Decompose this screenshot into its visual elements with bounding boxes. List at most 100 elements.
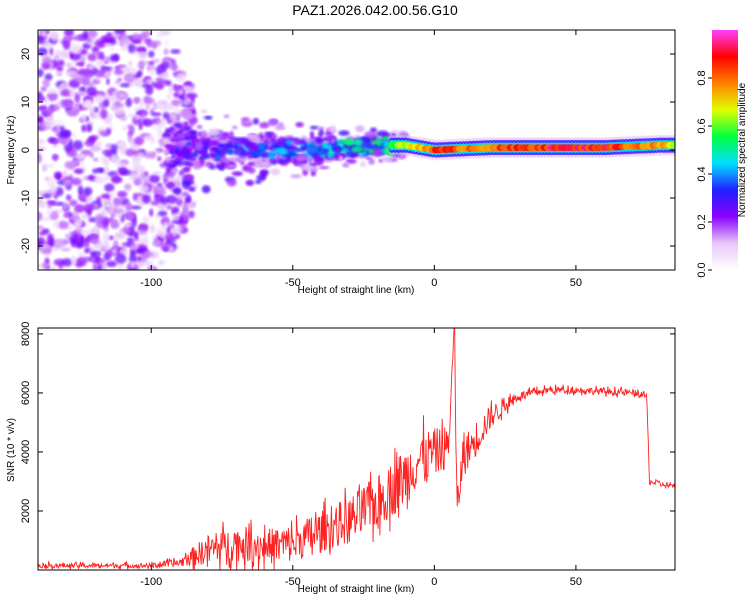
spectrogram-cell xyxy=(38,36,44,45)
spectrogram-cell xyxy=(141,113,146,119)
spectrogram-cell xyxy=(208,140,220,147)
colorbar-tick-label: 0.4 xyxy=(696,166,708,181)
spectrogram-cell xyxy=(164,104,175,111)
spectrogram-cell xyxy=(173,206,180,214)
spectrogram-cell xyxy=(95,59,105,69)
spectrogram-cell xyxy=(41,194,52,199)
spectrogram-cell xyxy=(49,211,59,221)
spectrogram-ridge-cell xyxy=(669,141,675,149)
spectrogram-cell xyxy=(164,80,172,86)
spectrogram-cell xyxy=(363,137,372,145)
spectrogram-cell xyxy=(53,238,65,249)
spectrogram-cell xyxy=(368,158,375,165)
spectrogram-cell xyxy=(41,30,47,38)
spectrogram-cell xyxy=(75,61,85,66)
colorbar-tick-label: 0.6 xyxy=(696,118,708,133)
spectrogram-cell xyxy=(153,185,166,195)
spectrogram-cell xyxy=(149,208,154,217)
spectrogram-cell xyxy=(317,133,323,138)
spectrogram-cell xyxy=(38,95,46,103)
spectrogram-cell xyxy=(259,170,267,179)
spectrogram-cell xyxy=(73,103,80,110)
spectrogram-cell xyxy=(156,120,162,127)
spectrogram-cell xyxy=(365,156,372,160)
spectrogram-cell xyxy=(166,204,172,210)
spectrogram-cell xyxy=(87,30,98,39)
spectrogram-cell xyxy=(87,53,97,62)
spectrogram-cell xyxy=(75,242,85,249)
spectrogram-cell xyxy=(47,238,56,247)
spectrogram-cell xyxy=(83,81,95,87)
spectrogram-cell xyxy=(71,132,77,138)
spectrogram-cell xyxy=(123,221,132,229)
spectrogram-cell xyxy=(132,192,138,201)
spectrogram-cell xyxy=(267,119,278,127)
spectrogram-cell xyxy=(259,122,270,129)
spectrogram-cell xyxy=(160,118,167,128)
spectrogram-cell xyxy=(143,177,148,185)
spectrogram-cell xyxy=(52,120,65,127)
spectrogram-cell xyxy=(100,198,111,204)
spectrogram-cell xyxy=(71,148,78,159)
spectrogram-cell xyxy=(101,149,114,156)
spectrogram-cell xyxy=(43,163,55,169)
spectrogram-cell xyxy=(180,161,191,166)
spectrogram-cell xyxy=(297,138,307,145)
spectrogram-cell xyxy=(53,138,60,144)
spectrogram-cell xyxy=(66,98,73,108)
spectrogram-cell xyxy=(88,136,97,142)
spectrogram-cell xyxy=(72,140,84,151)
spectrogram-cell xyxy=(183,81,192,87)
spectrogram-cell xyxy=(65,233,70,240)
spectrogram-cell xyxy=(74,218,84,228)
spectrogram-x-tick-label: -50 xyxy=(285,277,301,289)
spectrogram-cell xyxy=(181,179,191,187)
spectrogram-cell xyxy=(69,87,75,98)
spectrogram-cell xyxy=(119,227,131,233)
spectrogram-cell xyxy=(263,139,269,145)
colorbar-tick-label: 0.8 xyxy=(696,70,708,85)
spectrogram-cell xyxy=(376,130,389,137)
spectrogram-cell xyxy=(74,204,85,213)
spectrogram-cell xyxy=(103,99,110,107)
spectrogram-cell xyxy=(322,144,332,149)
spectrogram-cell xyxy=(107,112,113,122)
spectrogram-cell xyxy=(94,39,106,49)
spectrogram-y-axis-label: Frequency (Hz) xyxy=(6,116,17,185)
spectrogram-cell xyxy=(201,185,211,194)
spectrogram-cell xyxy=(78,86,88,91)
spectrogram-cell xyxy=(113,68,124,76)
spectrogram-cell xyxy=(381,156,394,163)
spectrogram-y-tick-label: 20 xyxy=(20,48,32,60)
spectrogram-cell xyxy=(109,54,119,62)
spectrogram-cell xyxy=(196,149,209,154)
spectrogram-cell xyxy=(127,43,136,53)
spectrogram-cell xyxy=(241,117,250,123)
spectrogram-cell xyxy=(309,130,315,139)
spectrogram-cell xyxy=(316,126,325,130)
spectrogram-cell xyxy=(245,179,255,187)
spectrogram-cell xyxy=(172,159,183,166)
spectrogram-cell xyxy=(352,138,363,146)
spectrogram-cell xyxy=(223,114,230,119)
spectrogram-cell xyxy=(351,146,363,153)
spectrogram-cell xyxy=(76,256,88,267)
spectrogram-cell xyxy=(232,125,238,130)
spectrogram-cell xyxy=(196,124,203,130)
spectrogram-cell xyxy=(88,234,100,244)
spectrogram-cell xyxy=(165,145,177,150)
spectrogram-cell xyxy=(87,174,95,181)
spectrogram-cell xyxy=(211,136,219,142)
spectrogram-cell xyxy=(142,118,154,127)
spectrogram-cell xyxy=(117,262,125,270)
spectrogram-cell xyxy=(194,142,204,151)
spectrogram-cell xyxy=(156,103,165,110)
spectrogram-cell xyxy=(90,250,102,258)
spectrogram-cell xyxy=(94,214,106,223)
spectrogram-cell xyxy=(63,39,70,49)
spectrogram-cell xyxy=(65,194,72,201)
spectrogram-cell xyxy=(120,44,128,52)
spectrogram-cell xyxy=(299,146,307,150)
spectrogram-cell xyxy=(355,125,365,133)
spectrogram-cell xyxy=(156,132,164,139)
